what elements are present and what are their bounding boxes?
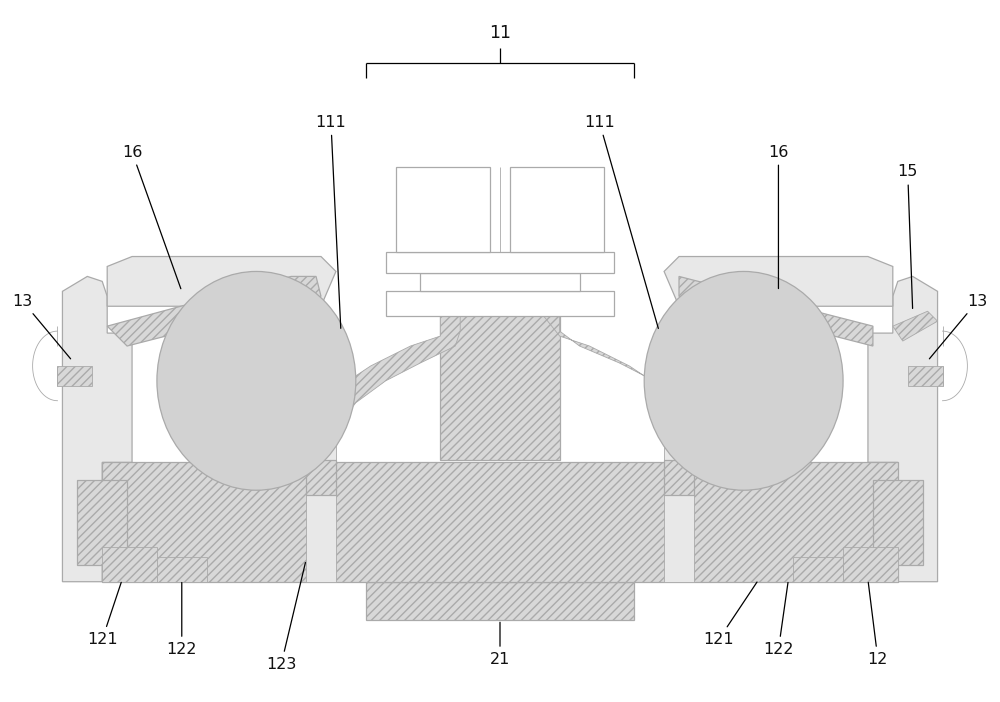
Ellipse shape xyxy=(157,272,356,490)
Text: 122: 122 xyxy=(763,583,794,657)
Text: 13: 13 xyxy=(929,293,987,359)
Text: 16: 16 xyxy=(122,145,181,289)
Ellipse shape xyxy=(644,272,843,490)
Polygon shape xyxy=(107,277,321,346)
Text: 111: 111 xyxy=(584,115,658,329)
Bar xyxy=(386,251,614,274)
Text: 16: 16 xyxy=(768,145,789,289)
Bar xyxy=(440,311,560,461)
Text: 121: 121 xyxy=(703,582,757,647)
Text: 121: 121 xyxy=(87,583,121,647)
Polygon shape xyxy=(540,311,704,440)
Text: 122: 122 xyxy=(167,583,197,657)
Bar xyxy=(306,423,336,582)
Polygon shape xyxy=(679,277,873,346)
Text: 12: 12 xyxy=(868,583,888,667)
Bar xyxy=(873,480,923,565)
Bar xyxy=(306,461,336,495)
Text: 123: 123 xyxy=(266,562,305,672)
Polygon shape xyxy=(664,256,893,306)
Bar xyxy=(77,480,127,565)
Bar xyxy=(366,582,634,619)
Text: 21: 21 xyxy=(490,622,510,667)
Bar xyxy=(843,547,898,582)
Bar xyxy=(908,366,943,386)
Polygon shape xyxy=(321,311,460,440)
Bar xyxy=(157,557,207,582)
Text: 13: 13 xyxy=(13,293,71,359)
Bar xyxy=(57,366,92,386)
Bar xyxy=(664,461,694,495)
Bar xyxy=(793,557,843,582)
Bar xyxy=(102,463,898,582)
Bar xyxy=(510,167,604,251)
Polygon shape xyxy=(893,311,938,341)
Bar xyxy=(664,423,694,582)
Polygon shape xyxy=(107,256,336,306)
Text: 111: 111 xyxy=(316,115,346,329)
Bar xyxy=(102,547,157,582)
Polygon shape xyxy=(868,277,938,582)
Text: 11: 11 xyxy=(489,24,511,42)
Bar xyxy=(386,291,614,316)
Bar xyxy=(396,167,490,251)
Polygon shape xyxy=(62,277,132,582)
Bar xyxy=(420,274,580,291)
Text: 15: 15 xyxy=(898,164,918,308)
